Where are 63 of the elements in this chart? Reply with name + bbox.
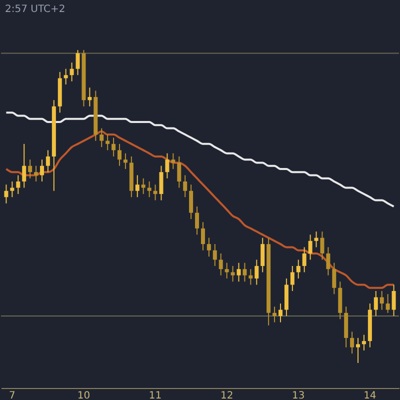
candlestick [171, 152, 176, 170]
x-tick-label: 13 [292, 390, 305, 400]
candlestick [296, 259, 300, 279]
x-tick-label: 7 [8, 390, 16, 400]
candlestick [356, 337, 360, 364]
candlestick [272, 306, 277, 323]
candlestick [183, 174, 188, 198]
candlestick [76, 50, 80, 76]
x-tick-label: 11 [148, 390, 162, 400]
candlestick [320, 231, 324, 260]
candlestick [350, 331, 354, 354]
candlestick [200, 222, 205, 251]
candlestick [141, 178, 146, 194]
candlestick [260, 237, 265, 273]
candlestick [236, 262, 241, 282]
candlestick [4, 184, 8, 204]
candlestick [302, 246, 306, 273]
candlestick [392, 284, 396, 317]
candlestick [16, 174, 20, 194]
candlestick [10, 180, 14, 198]
candlestick [206, 237, 211, 258]
candlestick [189, 184, 194, 220]
candlestick [28, 159, 32, 179]
x-tick-label: 10 [77, 390, 90, 400]
x-tick-label: 14 [364, 390, 376, 400]
candlestick [34, 165, 38, 182]
candlestick [106, 134, 110, 151]
candlestick [70, 62, 74, 82]
candlestick [212, 244, 217, 266]
candlestick [88, 87, 92, 107]
candlestick [153, 184, 158, 201]
candlestick [362, 334, 366, 351]
candlestick [46, 150, 50, 173]
candlestick [308, 234, 312, 260]
candlestick [278, 303, 282, 323]
candlestick [332, 262, 336, 295]
candlestick [248, 268, 253, 286]
candlestick [165, 152, 170, 179]
candlestick [290, 265, 294, 292]
candlestick [195, 206, 200, 236]
candlestick [386, 294, 390, 314]
candlestick [159, 165, 164, 201]
candlestick [112, 137, 116, 157]
candlestick [147, 180, 152, 198]
candlestick [224, 262, 229, 279]
candlestick [380, 290, 384, 310]
candlestick [177, 156, 182, 188]
candlestick [40, 159, 44, 182]
candlestick [374, 290, 378, 317]
x-tick-label: 12 [220, 390, 234, 400]
candlestick [135, 174, 140, 198]
candlestick [218, 252, 223, 276]
candlestick [100, 128, 104, 148]
candlestick [22, 143, 26, 188]
candlestick [230, 265, 235, 282]
candlestick [254, 259, 259, 286]
candlestick [64, 68, 68, 85]
candlestick [242, 262, 247, 282]
candlestick [118, 143, 122, 166]
candlestick [326, 246, 330, 276]
text: 2:57 UTC+2 [5, 4, 66, 15]
candlestick [314, 231, 318, 248]
candlestick [123, 152, 128, 170]
